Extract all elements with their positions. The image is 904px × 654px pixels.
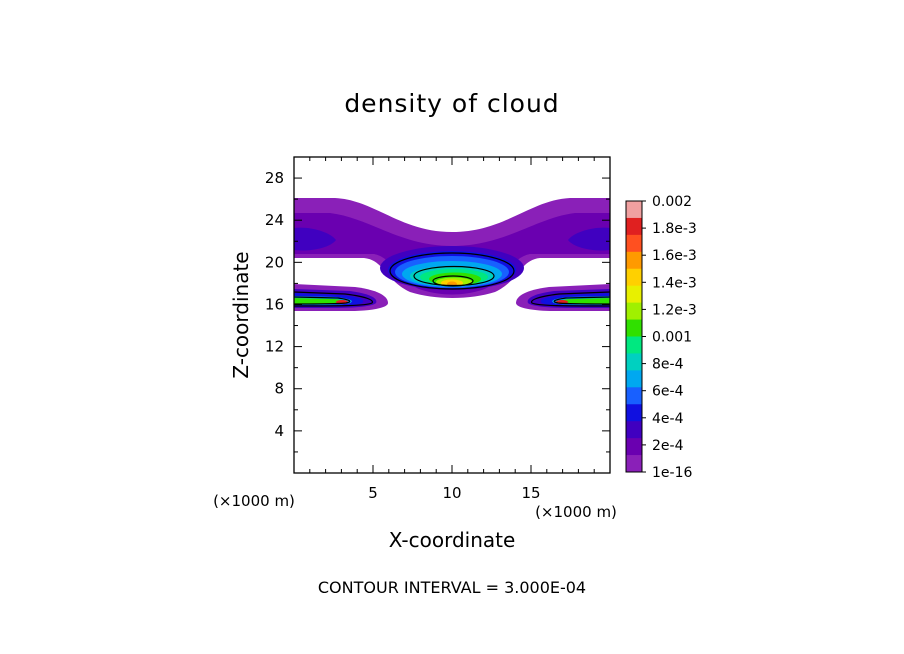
x-axis-title: X-coordinate [389, 528, 516, 552]
colorbar-swatch [626, 455, 642, 473]
z-tick-label: 12 [265, 338, 284, 356]
colorbar-label: 1.2e-3 [652, 302, 697, 318]
colorbar-swatch [626, 387, 642, 405]
colorbar-label: 8e-4 [652, 357, 684, 373]
colorbar-label: 1.4e-3 [652, 275, 697, 291]
upper-band-core-left [294, 227, 336, 251]
z-tick-label: 24 [265, 211, 284, 229]
colorbar-swatch [626, 234, 642, 253]
x-tick-label: 15 [521, 484, 540, 502]
colorbar-swatch [626, 370, 642, 388]
colorbar-label: 0.002 [652, 194, 692, 210]
upper-band-core-right [568, 227, 610, 251]
colorbar-swatch [626, 319, 642, 337]
colorbar-swatch [626, 217, 642, 236]
colorbar-swatch [626, 285, 642, 304]
x-tick-label: 5 [368, 484, 378, 502]
colorbar-label: 2e-4 [652, 438, 684, 454]
colorbar-label: 1e-16 [652, 465, 692, 481]
colorbar-swatch [626, 268, 642, 287]
left-lobe-5 [294, 298, 345, 304]
x-unit-right: (×1000 m) [535, 503, 617, 521]
contour-lines [294, 252, 610, 307]
colorbar-label: 1.6e-3 [652, 248, 697, 264]
z-tick-label: 8 [274, 380, 284, 398]
colorbar-swatch [626, 336, 642, 354]
chart-title: density of cloud [344, 89, 559, 118]
colorbar-swatch [626, 251, 642, 270]
y-axis-title: Z-coordinate [229, 251, 253, 378]
x-unit-left: (×1000 m) [213, 492, 295, 510]
contour-fills [294, 198, 610, 311]
colorbar-swatch [626, 201, 642, 219]
z-tick-label: 28 [265, 169, 284, 187]
colorbar-label: 6e-4 [652, 384, 684, 400]
z-tick-label: 20 [265, 253, 284, 271]
colorbar-swatch [626, 353, 642, 371]
axes: 5 10 15 4 8 12 16 20 24 28 [265, 157, 610, 502]
z-tick-label: 16 [265, 295, 284, 313]
colorbar-swatch [626, 404, 642, 422]
colorbar: 0.002 1.8e-3 1.6e-3 1.4e-3 1.2e-3 0.001 8e-4 6e… [625, 194, 697, 481]
colorbar-swatch [626, 302, 642, 321]
colorbar-swatch [626, 438, 642, 456]
contour-interval: CONTOUR INTERVAL = 3.000E-04 [318, 578, 586, 597]
colorbar-label: 4e-4 [652, 411, 684, 427]
colorbar-label: 1.8e-3 [652, 221, 697, 237]
x-tick-label: 10 [442, 484, 461, 502]
colorbar-swatch [626, 421, 642, 439]
colorbar-label: 0.001 [652, 330, 692, 346]
z-tick-label: 4 [274, 422, 284, 440]
right-lobe-5 [559, 298, 610, 304]
